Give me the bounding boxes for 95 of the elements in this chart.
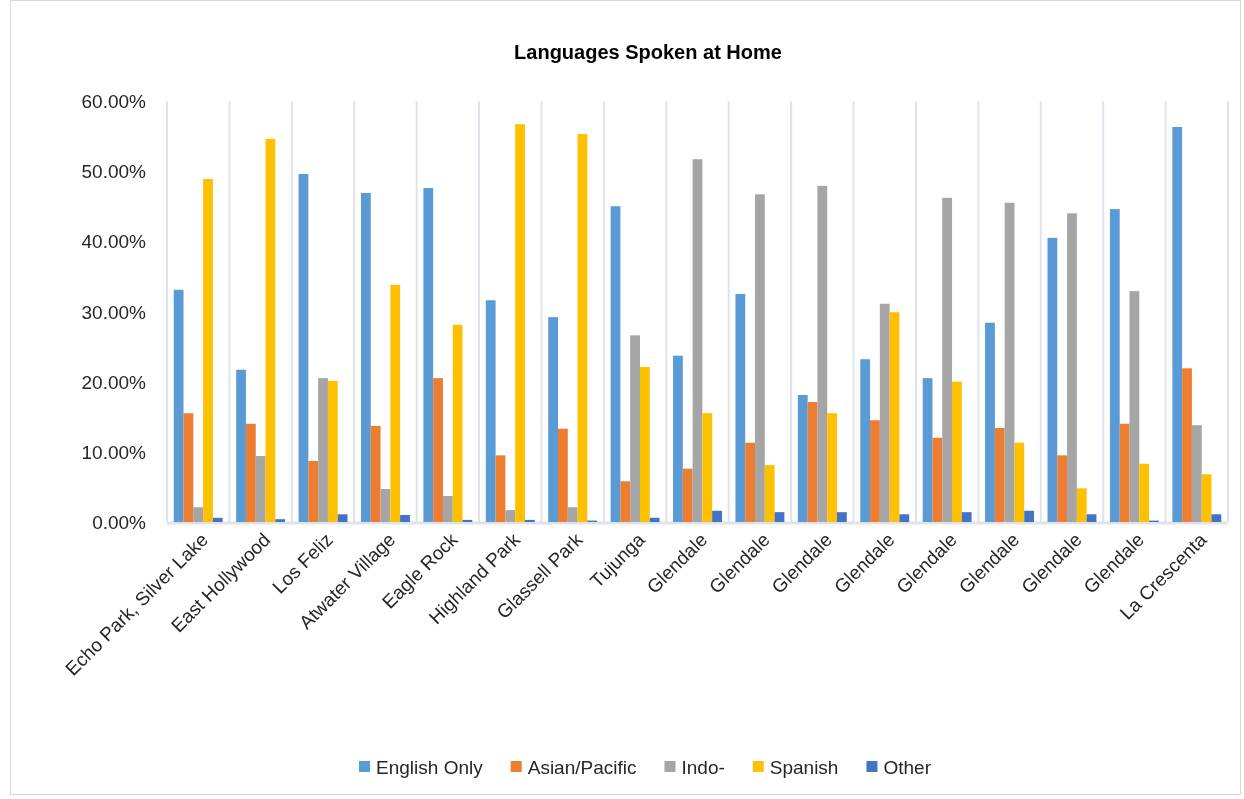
bar (932, 437, 943, 522)
bar (173, 289, 184, 522)
bar (308, 460, 319, 522)
bar (1014, 442, 1025, 522)
bar (567, 507, 578, 522)
bar (994, 427, 1005, 522)
bar (735, 293, 746, 522)
legend-label: Other (883, 756, 932, 778)
bar (1076, 488, 1087, 522)
bar (797, 395, 808, 522)
bar (245, 423, 256, 522)
bar (961, 512, 972, 522)
bar (193, 507, 204, 522)
bar (860, 359, 871, 522)
bar (610, 206, 621, 522)
bar (236, 369, 246, 522)
bar (837, 512, 847, 522)
bar (702, 413, 713, 522)
bar (692, 159, 703, 522)
bar (620, 481, 631, 522)
y-tick-label: 40.00% (81, 230, 147, 252)
bar (390, 284, 401, 522)
bar (255, 456, 266, 522)
bar (423, 188, 434, 522)
bar (764, 465, 775, 522)
bar (298, 173, 309, 522)
bar (400, 514, 410, 522)
bar (515, 124, 525, 522)
bar (745, 442, 756, 522)
bar (1172, 126, 1183, 522)
bar (337, 514, 348, 522)
bar (327, 380, 338, 522)
legend-label: Indo- (681, 756, 725, 778)
bar (827, 413, 837, 522)
bar (774, 512, 785, 522)
bar (203, 178, 213, 522)
bar (183, 413, 194, 522)
bar (639, 366, 650, 522)
bar (1057, 455, 1068, 522)
bar (370, 425, 381, 522)
bar (212, 517, 223, 522)
bar (318, 378, 328, 522)
bar (1182, 368, 1192, 522)
legend-label: Spanish (769, 756, 839, 778)
bar (1139, 463, 1150, 522)
bar (442, 496, 453, 522)
y-tick-label: 20.00% (81, 371, 147, 393)
y-tick-label: 50.00% (81, 160, 147, 182)
bar (495, 455, 506, 522)
bar (485, 300, 496, 522)
bar (870, 420, 880, 522)
bar (1067, 213, 1077, 522)
bar (1004, 202, 1015, 522)
y-tick-label: 0.00% (92, 511, 147, 533)
bar (817, 185, 828, 522)
bar (1211, 514, 1222, 522)
bar (922, 378, 933, 522)
bar (649, 517, 660, 522)
bar (1086, 514, 1097, 522)
legend-label: Asian/Pacific (527, 756, 637, 778)
y-tick-label: 10.00% (81, 441, 147, 463)
bar (879, 303, 890, 522)
bar (807, 402, 818, 522)
bar (899, 514, 910, 522)
bar (942, 197, 953, 522)
bar (380, 489, 391, 522)
bar (1047, 237, 1058, 522)
bar (952, 381, 962, 522)
bar (360, 192, 371, 522)
bar (712, 510, 722, 522)
bar (1109, 209, 1120, 522)
y-tick-label: 60.00% (81, 90, 147, 112)
bar (1119, 423, 1130, 522)
bar (889, 312, 900, 522)
bar (1201, 474, 1212, 522)
bar (265, 138, 276, 522)
legend-label: English Only (376, 756, 484, 778)
bar (1191, 425, 1202, 522)
bar (682, 468, 693, 522)
chart-title: Languages Spoken at Home (514, 41, 782, 63)
bar (505, 510, 516, 522)
bar (548, 317, 558, 522)
bar (755, 194, 765, 522)
bar (673, 355, 683, 522)
bar (985, 322, 995, 522)
bar (275, 519, 286, 522)
bar (452, 324, 463, 522)
y-tick-label: 30.00% (81, 301, 147, 322)
bar (524, 519, 535, 522)
bar (1129, 291, 1140, 522)
bar (558, 428, 568, 522)
bar (630, 335, 640, 522)
bar (577, 133, 588, 522)
bar (433, 378, 443, 522)
bar (1024, 510, 1035, 522)
